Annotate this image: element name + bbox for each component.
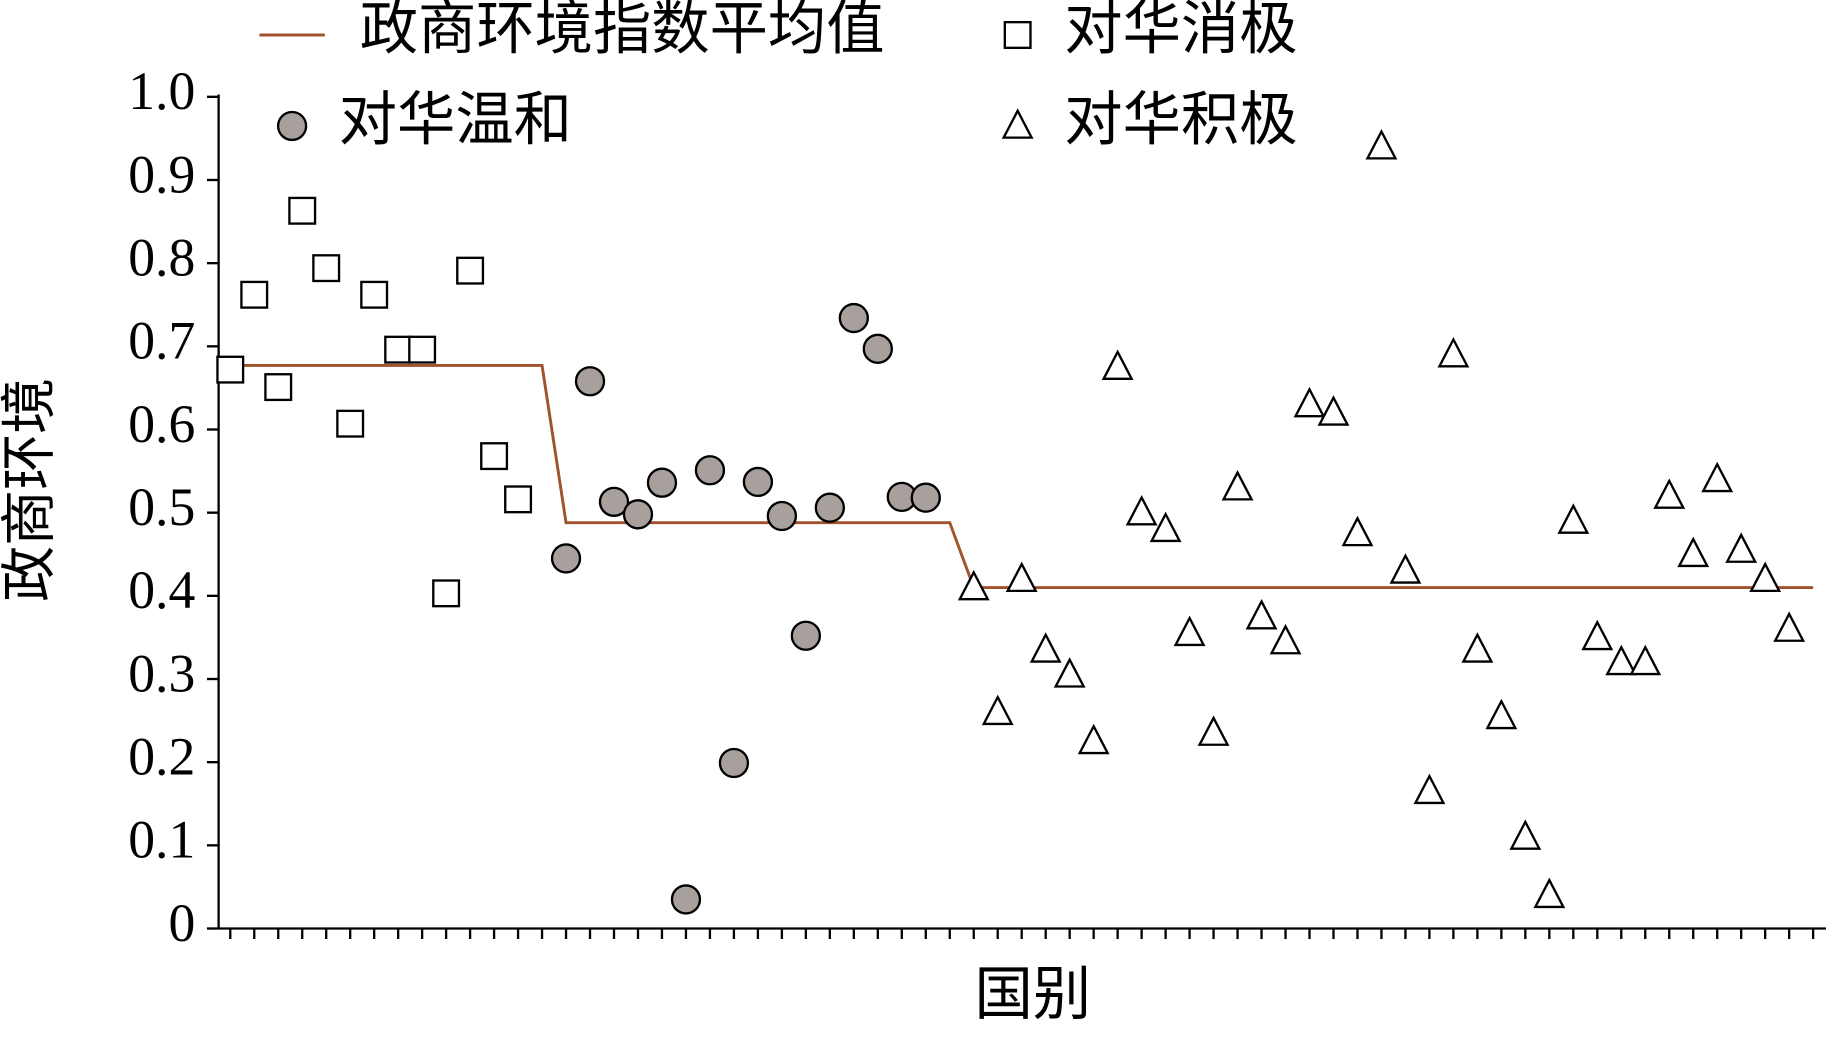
square-point xyxy=(216,355,245,384)
square-point xyxy=(240,280,269,309)
y-tick-label: 0.7 xyxy=(128,311,195,371)
y-axis-label: 政商环境 xyxy=(0,378,61,602)
square-point xyxy=(432,579,461,608)
triangle-point xyxy=(1341,515,1374,547)
triangle-point xyxy=(981,694,1014,726)
square-point xyxy=(504,485,533,514)
circle-point xyxy=(862,333,893,364)
y-tick-label: 0.6 xyxy=(128,394,195,454)
triangle-point xyxy=(1197,715,1230,746)
triangle-point xyxy=(1629,644,1662,676)
triangle-point xyxy=(1173,615,1206,647)
square-point xyxy=(480,442,509,471)
triangle-point xyxy=(1269,623,1302,655)
triangle-point xyxy=(1581,619,1614,651)
triangle-point xyxy=(1437,336,1470,368)
triangle-point xyxy=(1749,561,1782,593)
triangle-point xyxy=(1557,503,1590,534)
y-tick-label: 1.0 xyxy=(128,61,195,121)
square-point xyxy=(384,335,413,364)
circle-point xyxy=(838,302,869,334)
triangle-point xyxy=(1029,632,1062,663)
circle-point xyxy=(670,884,702,915)
circle-point xyxy=(694,455,726,486)
legend-swatch xyxy=(1001,108,1034,139)
circle-point xyxy=(550,543,582,574)
triangle-point xyxy=(1245,598,1278,630)
circle-point xyxy=(910,482,941,513)
legend-swatch xyxy=(1003,20,1032,49)
triangle-point xyxy=(1533,877,1566,909)
square-point xyxy=(336,409,365,438)
triangle-point xyxy=(1389,553,1422,584)
triangle-point xyxy=(1293,386,1326,418)
y-tick-label: 0.5 xyxy=(128,477,195,537)
triangle-point xyxy=(1149,511,1182,543)
triangle-point xyxy=(1773,611,1806,642)
square-point xyxy=(360,280,389,309)
circle-point xyxy=(646,467,678,498)
legend-swatch xyxy=(276,110,308,142)
triangle-point xyxy=(1485,698,1518,730)
circle-point xyxy=(718,747,750,779)
circle-point xyxy=(766,500,798,532)
circle-point xyxy=(574,366,606,397)
y-tick-label: 0.2 xyxy=(128,726,195,786)
triangle-point xyxy=(1653,478,1686,509)
circle-point xyxy=(790,620,822,651)
triangle-point xyxy=(1365,129,1398,160)
legend-label: 政商环境指数平均值 xyxy=(360,0,885,61)
triangle-point xyxy=(1125,494,1158,526)
square-point xyxy=(312,254,341,283)
triangle-point xyxy=(1005,561,1038,593)
y-tick-label: 0.3 xyxy=(128,643,195,703)
circle-point xyxy=(598,486,630,518)
triangle-point xyxy=(1701,461,1734,493)
triangle-point xyxy=(1101,349,1134,380)
legend-label: 对华温和 xyxy=(339,87,572,152)
triangle-point xyxy=(1221,470,1254,501)
y-tick-label: 0.1 xyxy=(128,810,195,870)
square-point xyxy=(288,196,317,225)
triangle-point xyxy=(1605,644,1638,676)
mean-line xyxy=(230,363,1814,589)
square-point xyxy=(264,373,293,402)
square-point xyxy=(408,335,437,364)
triangle-point xyxy=(1413,773,1446,805)
triangle-point xyxy=(1725,532,1758,563)
y-tick-label: 0.9 xyxy=(128,144,195,204)
y-tick-label: 0 xyxy=(168,893,195,953)
x-axis-label: 国别 xyxy=(975,962,1092,1027)
circle-point xyxy=(622,499,654,530)
triangle-point xyxy=(1461,632,1494,663)
triangle-point xyxy=(1509,819,1542,850)
y-tick-label: 0.8 xyxy=(128,227,195,287)
circle-point xyxy=(742,466,774,498)
legend-label: 对华消极 xyxy=(1064,0,1297,61)
triangle-point xyxy=(957,569,990,601)
triangle-point xyxy=(1077,723,1110,755)
triangle-point xyxy=(1317,395,1350,426)
legend-label: 对华积极 xyxy=(1064,87,1297,152)
triangle-point xyxy=(1053,657,1086,688)
y-tick-label: 0.4 xyxy=(128,560,195,620)
triangle-point xyxy=(1677,536,1710,568)
circle-point xyxy=(814,492,846,523)
square-point xyxy=(456,256,485,285)
